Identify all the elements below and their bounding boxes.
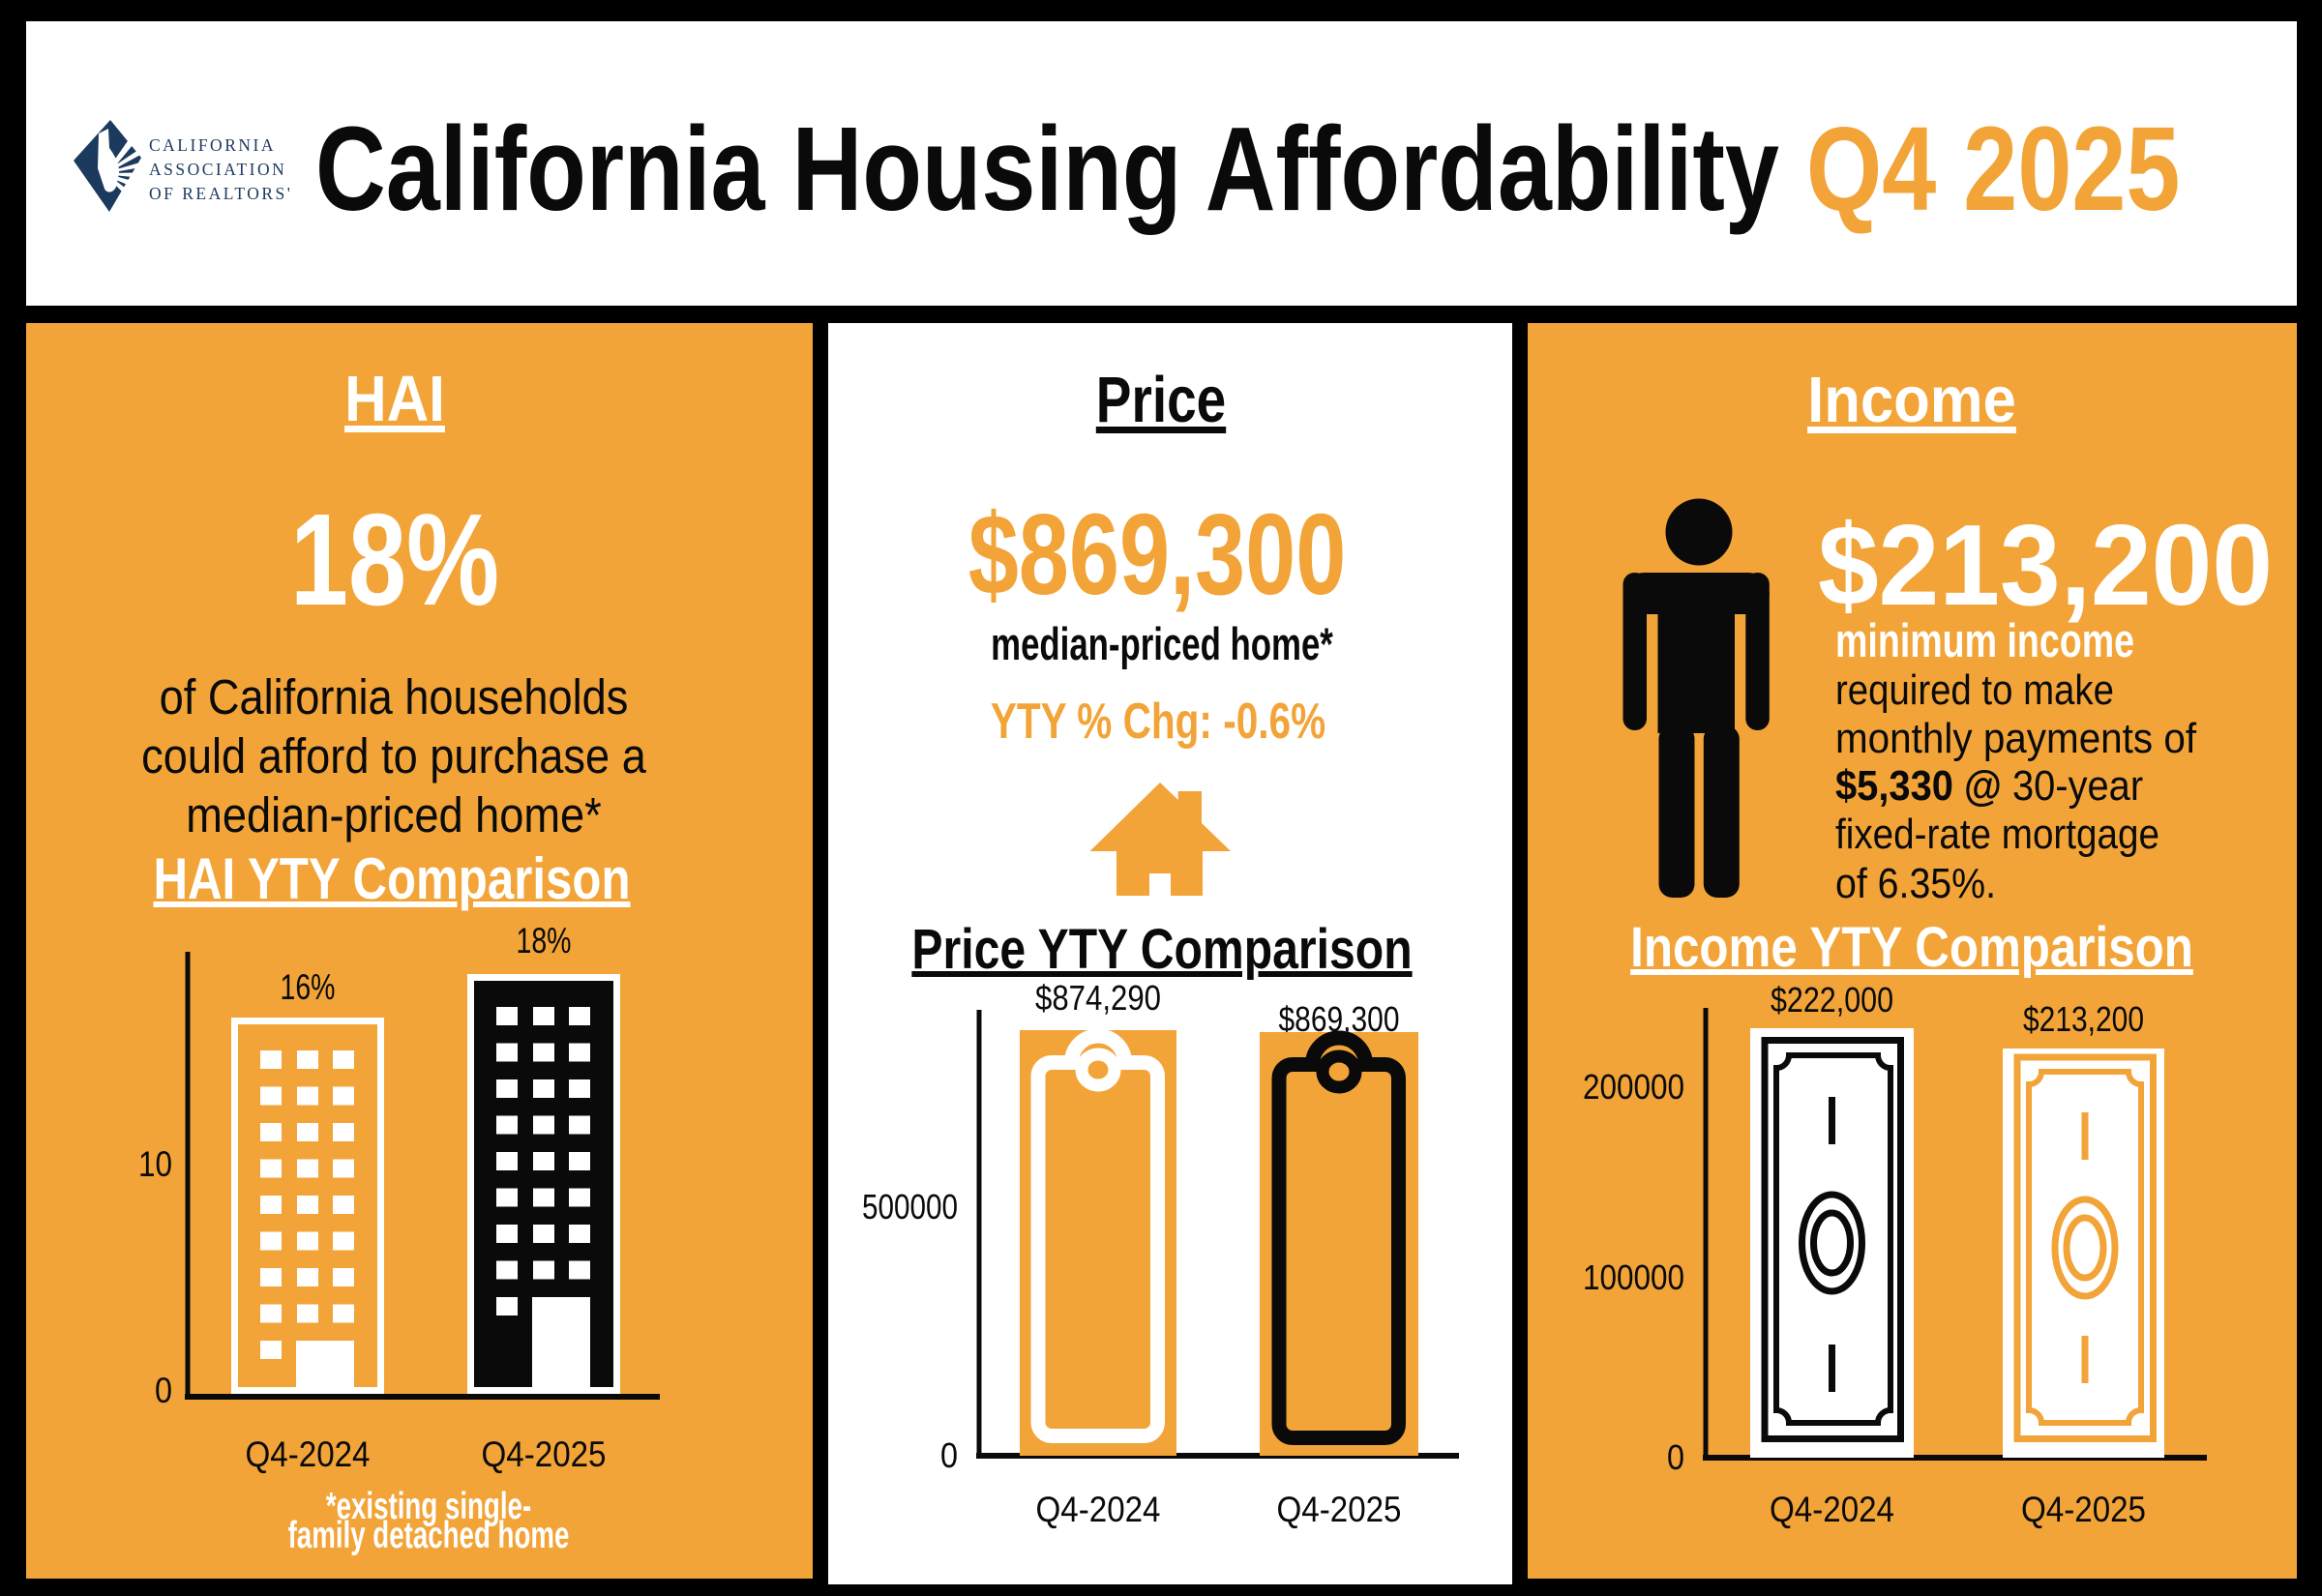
svg-text:ASSOCIATION: ASSOCIATION [149, 160, 286, 179]
svg-text:0: 0 [940, 1435, 958, 1475]
svg-text:$874,290: $874,290 [1035, 978, 1161, 1018]
svg-text:$222,000: $222,000 [1771, 980, 1893, 1020]
svg-text:18%: 18% [517, 921, 572, 961]
svg-text:100000: 100000 [1583, 1257, 1684, 1297]
svg-text:0: 0 [155, 1371, 172, 1410]
svg-text:500000: 500000 [862, 1187, 958, 1227]
svg-text:Q4-2024: Q4-2024 [1770, 1490, 1894, 1529]
svg-text:$213,200: $213,200 [2023, 999, 2144, 1039]
svg-text:Q4-2024: Q4-2024 [246, 1434, 371, 1474]
svg-text:200000: 200000 [1583, 1067, 1684, 1107]
svg-text:0: 0 [1667, 1437, 1684, 1477]
svg-text:Q4-2025: Q4-2025 [2021, 1490, 2146, 1529]
svg-text:CALIFORNIA: CALIFORNIA [149, 135, 276, 155]
svg-text:OF REALTORS': OF REALTORS' [149, 184, 292, 203]
svg-text:Q4-2025: Q4-2025 [482, 1434, 607, 1474]
svg-text:Q4-2025: Q4-2025 [1277, 1490, 1402, 1529]
svg-text:Q4-2024: Q4-2024 [1036, 1490, 1161, 1529]
svg-text:10: 10 [138, 1144, 172, 1184]
svg-text:16%: 16% [281, 967, 336, 1007]
